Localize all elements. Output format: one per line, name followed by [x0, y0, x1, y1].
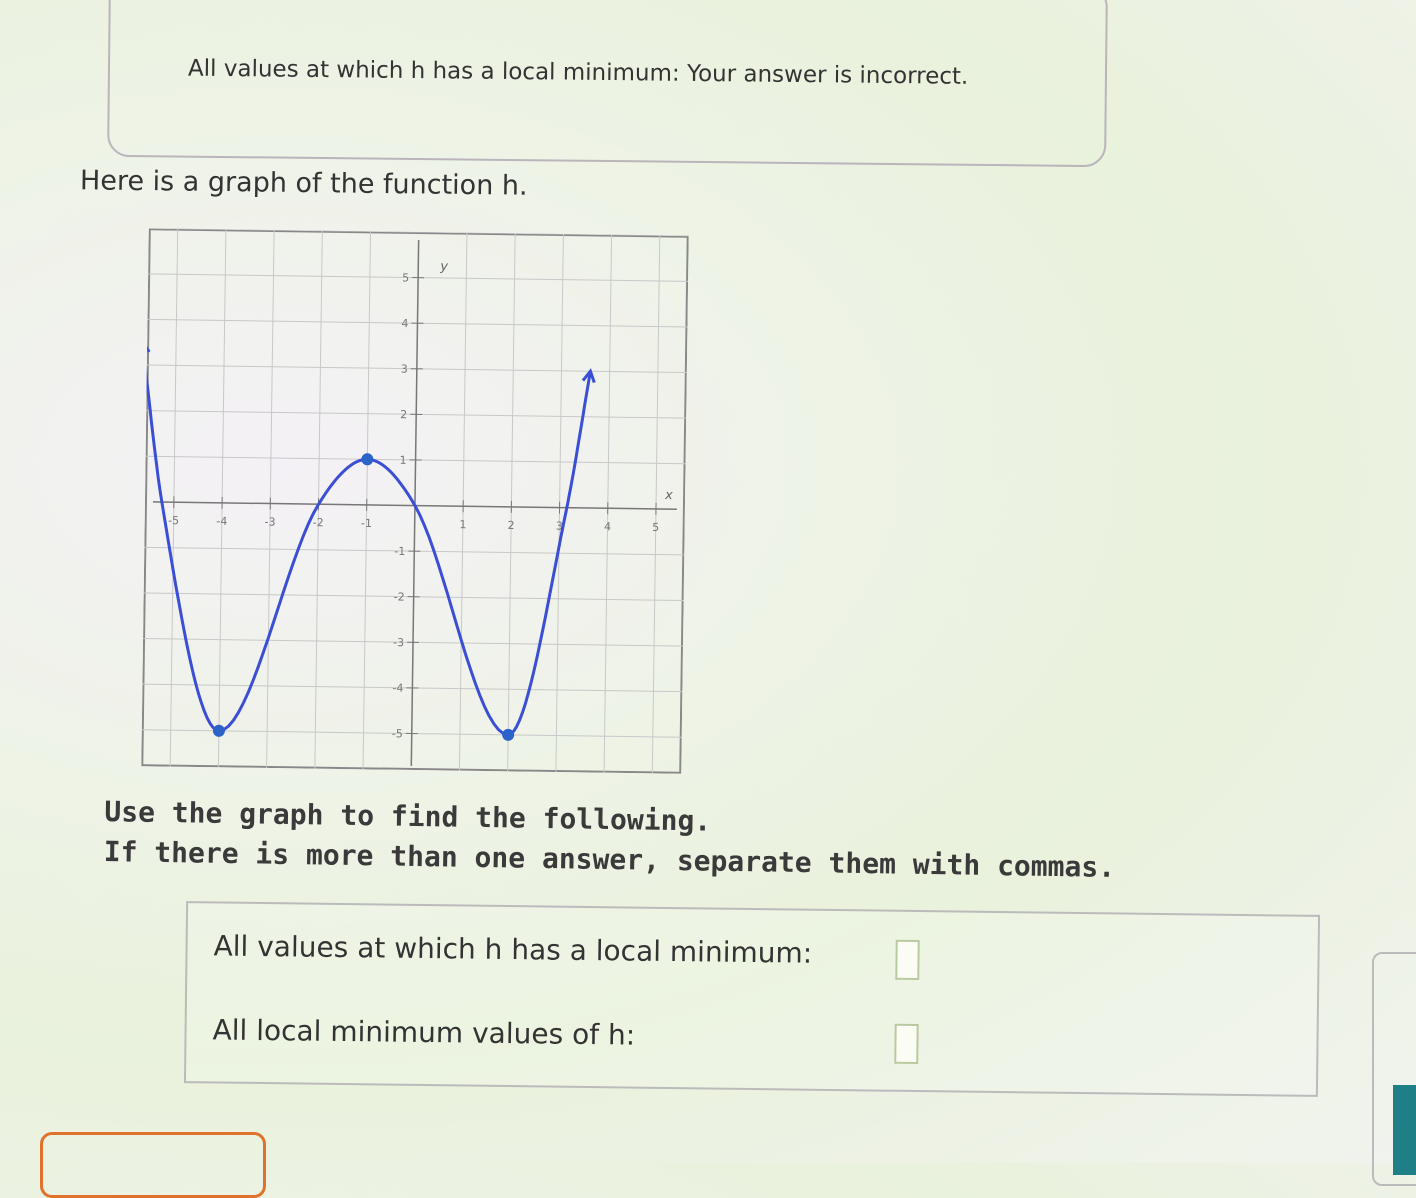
y-tick-label: 1 — [399, 454, 406, 467]
side-action-button[interactable] — [1393, 1085, 1416, 1175]
x-tick-label: 1 — [459, 518, 466, 531]
local-min-x-input[interactable] — [895, 940, 919, 980]
x-tick-label: -1 — [361, 517, 372, 530]
bottom-button[interactable] — [40, 1132, 266, 1198]
graph-intro: Here is a graph of the function h. — [80, 165, 528, 201]
y-tick-label: 5 — [402, 271, 409, 284]
x-tick-label: 4 — [604, 520, 611, 533]
answer-panel: All values at which h has a local minimu… — [184, 901, 1320, 1097]
x-tick-label: 5 — [652, 521, 659, 534]
question-local-min-values: All local minimum values of h: — [212, 1013, 635, 1051]
y-tick-label: -3 — [393, 636, 404, 649]
extremum-point — [361, 453, 373, 465]
y-tick-label: -5 — [392, 727, 403, 740]
y-tick-label: -2 — [394, 590, 405, 603]
instructions: Use the graph to find the following. If … — [103, 792, 1116, 888]
x-tick-label: -2 — [313, 516, 324, 529]
x-tick-label: -4 — [216, 515, 227, 528]
y-tick-label: 3 — [401, 363, 408, 376]
grid-line — [149, 228, 689, 236]
x-axis-label: x — [664, 488, 673, 503]
y-tick-label: 2 — [400, 408, 407, 421]
x-tick-label: 2 — [508, 519, 515, 532]
extremum-point — [213, 725, 225, 737]
x-tick-label: -5 — [168, 514, 179, 527]
local-min-values-input[interactable] — [894, 1024, 918, 1064]
feedback-panel: All values at which h has a local minimu… — [107, 0, 1108, 167]
y-tick-label: -1 — [394, 545, 405, 558]
y-tick-label: 4 — [401, 317, 408, 330]
y-tick-label: -4 — [392, 682, 403, 695]
question-local-min-x: All values at which h has a local minimu… — [213, 929, 812, 969]
y-axis-label: y — [439, 259, 448, 274]
feedback-text: All values at which h has a local minimu… — [188, 56, 969, 90]
x-tick-label: -3 — [264, 515, 275, 528]
